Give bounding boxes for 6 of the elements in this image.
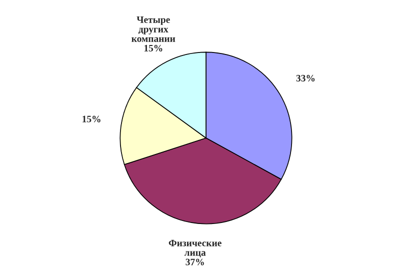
slice-label: Физические лица: [168, 240, 222, 258]
data-label: 15%: [82, 116, 100, 122]
data-label: 15%: [144, 44, 162, 52]
data-label: 37%: [186, 258, 204, 266]
data-label: 33%: [296, 74, 315, 82]
slice-label: Четыре других компании: [132, 16, 176, 42]
